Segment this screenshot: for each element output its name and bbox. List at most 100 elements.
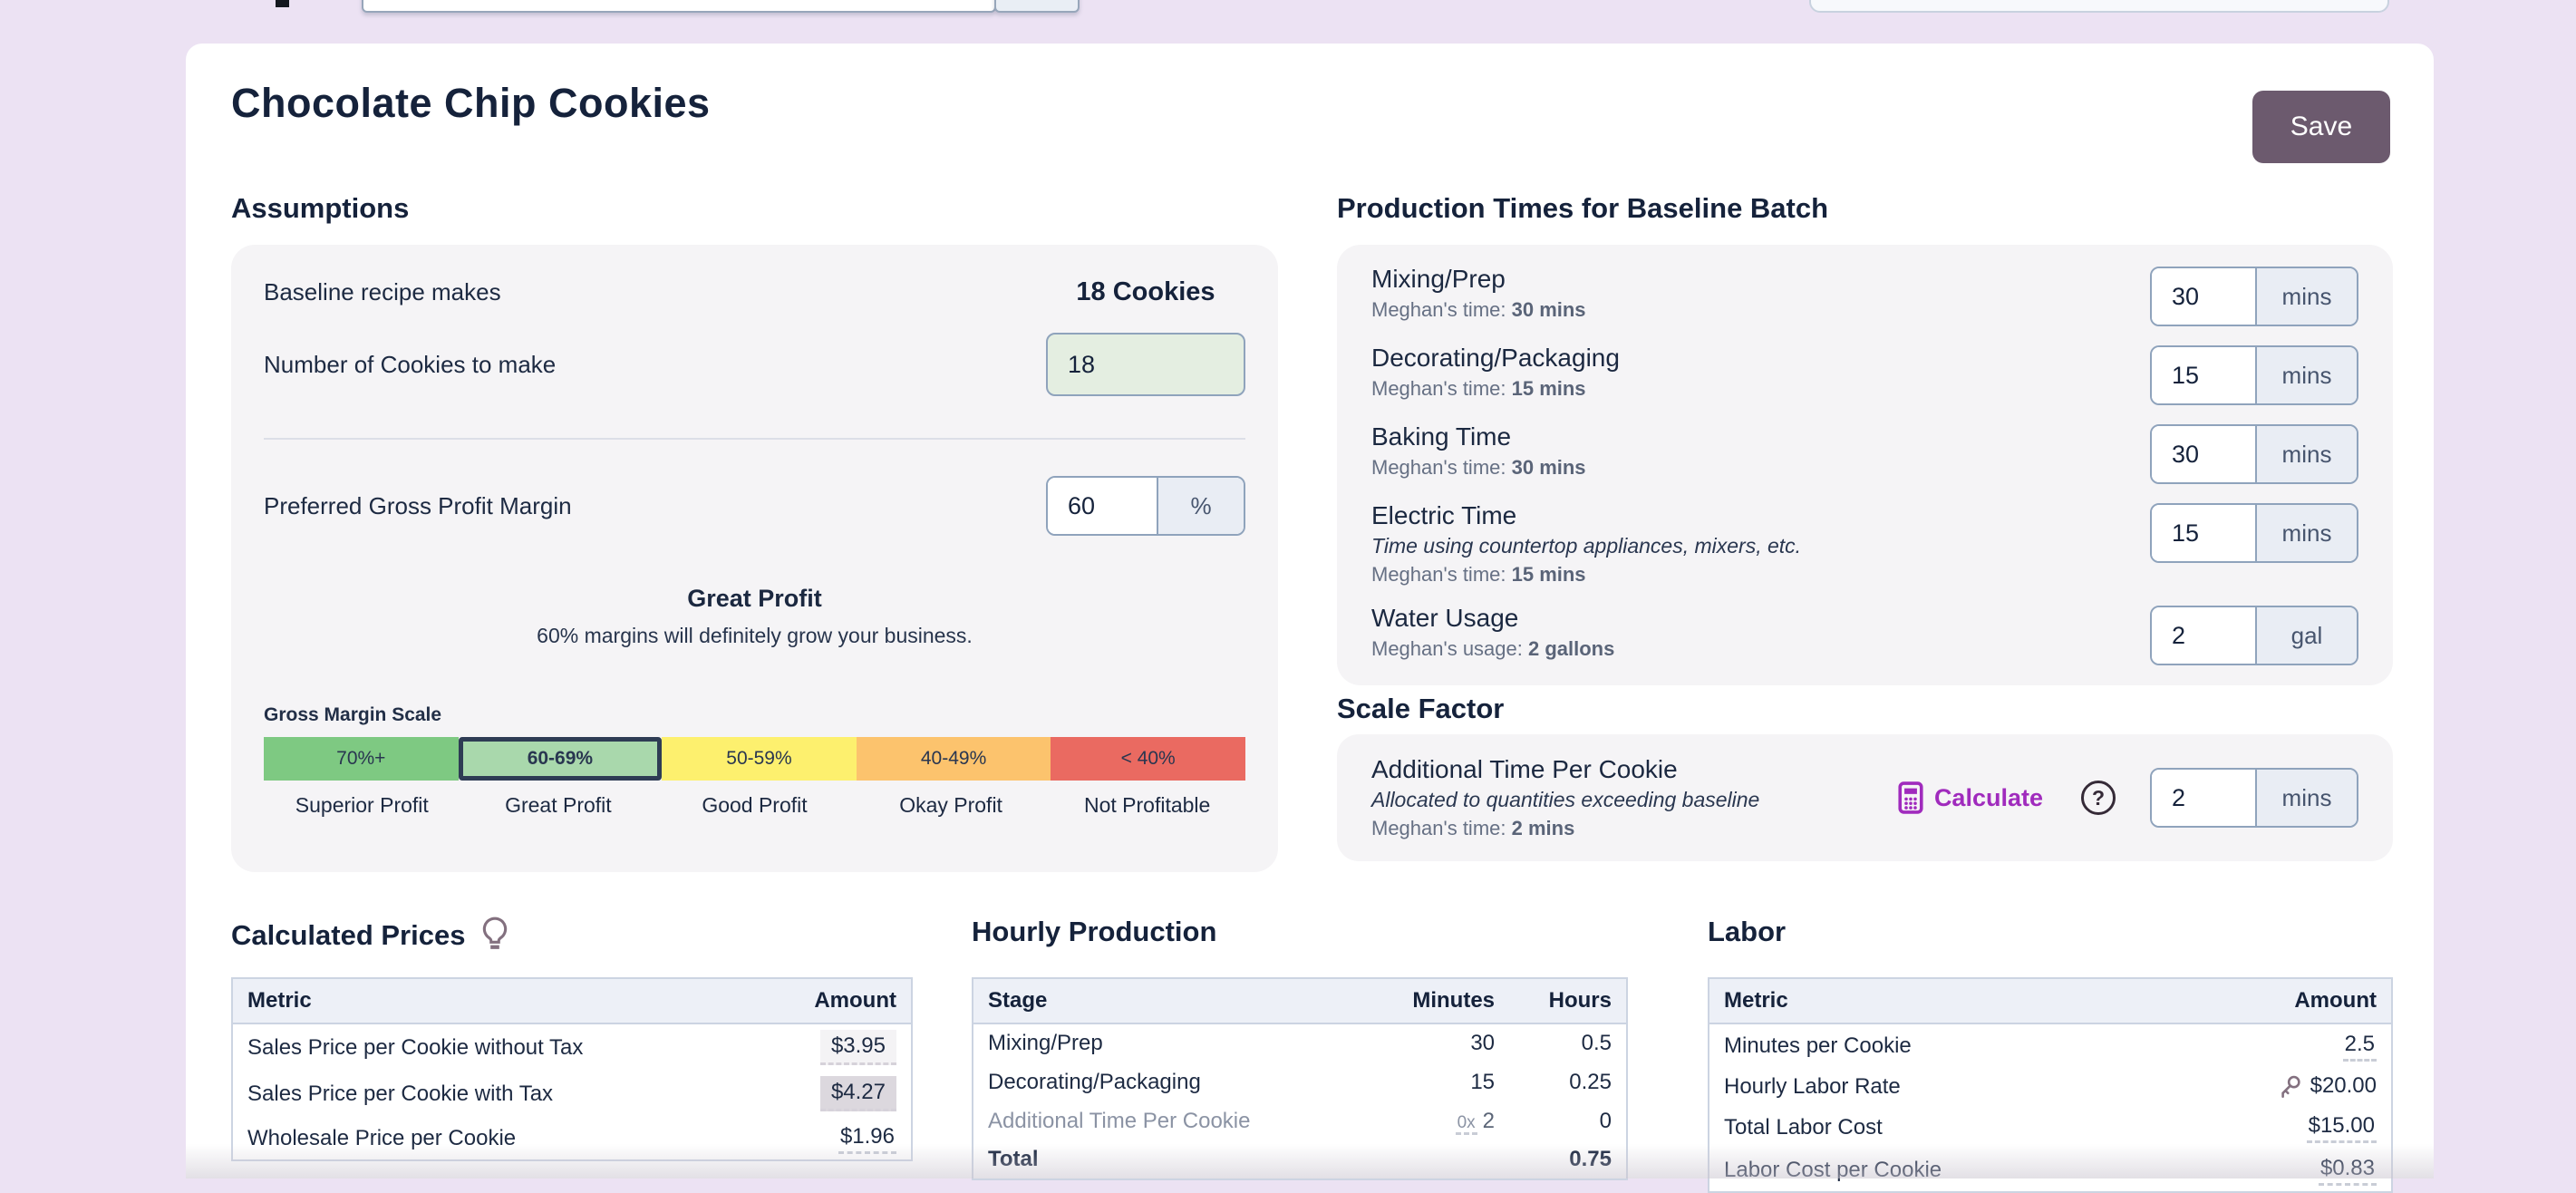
gross-margin-scale-names: Superior Profit Great Profit Good Profit…	[264, 793, 1245, 818]
mixing-input-group: 30 mins	[2150, 267, 2358, 326]
column-header: Metric	[232, 978, 753, 1024]
calculated-prices-heading: Calculated Prices	[231, 919, 466, 951]
cookies-label: Number of Cookies to make	[264, 350, 557, 378]
additional-time-label: Additional Time Per Cookie	[1371, 755, 1678, 783]
gross-margin-scale-bar: 70%+ 60-69% 50-59% 40-49% < 40%	[264, 737, 1245, 781]
top-cutoff-input[interactable]	[362, 0, 996, 13]
cookies-input[interactable]: 18	[1046, 333, 1245, 396]
margin-feedback: Great Profit 60% margins will definitely…	[264, 585, 1245, 648]
lightbulb-icon	[479, 916, 510, 955]
assumptions-heading: Assumptions	[231, 192, 410, 224]
additional-time-unit: mins	[2255, 770, 2357, 826]
scale-name: Not Profitable	[1083, 793, 1211, 817]
column-header: Stage	[973, 978, 1352, 1024]
price-value: $1.96	[838, 1122, 896, 1154]
gross-margin-scale-label: Gross Margin Scale	[264, 704, 442, 725]
baking-time-input[interactable]: 30	[2152, 426, 2255, 482]
water-input-group: 2 gal	[2150, 606, 2358, 665]
table-row: Sales Price per Cookie without Tax $3.95	[232, 1023, 912, 1071]
labor-value: $0.83	[2318, 1154, 2377, 1186]
stage-label: Baking Time	[1371, 422, 1512, 451]
stage-label: Electric Time	[1371, 501, 1517, 529]
scale-segment-notprofitable: < 40%	[1051, 737, 1245, 781]
scale-factor-panel: Additional Time Per Cookie Allocated to …	[1337, 734, 2393, 861]
production-times-heading: Production Times for Baseline Batch	[1337, 192, 1829, 224]
calculated-prices-table: Metric Amount Sales Price per Cookie wit…	[231, 977, 913, 1161]
top-right-cutoff-field[interactable]	[1809, 0, 2389, 13]
table-row: Decorating/Packaging 15 0.25	[988, 1069, 1612, 1094]
mixing-unit: mins	[2255, 268, 2357, 325]
help-icon[interactable]: ?	[2081, 781, 2116, 815]
production-row-decorating: Decorating/Packaging Meghan's time: 15 m…	[1371, 344, 2358, 405]
scale-segment-okay: 40-49%	[856, 737, 1051, 781]
additional-time-input-group: 2 mins	[2150, 768, 2358, 828]
electric-unit: mins	[2255, 505, 2357, 561]
production-row-mixing: Mixing/Prep Meghan's time: 30 mins 30 mi…	[1371, 265, 2358, 326]
column-header: Hours	[1509, 978, 1627, 1024]
electric-input-group: 15 mins	[2150, 503, 2358, 563]
baking-unit: mins	[2255, 426, 2357, 482]
key-icon	[2278, 1074, 2303, 1100]
margin-unit: %	[1157, 478, 1244, 534]
table-row: Wholesale Price per Cookie $1.96	[232, 1117, 912, 1160]
additional-time-input[interactable]: 2	[2152, 770, 2255, 826]
calculate-button[interactable]: Calculate	[1898, 781, 2043, 814]
scale-name: Superior Profit	[295, 793, 429, 817]
scale-factor-heading: Scale Factor	[1337, 693, 1505, 724]
labor-table: Metric Amount Minutes per Cookie 2.5 Hou…	[1708, 977, 2393, 1193]
column-header: Amount	[752, 978, 912, 1024]
water-usage-input[interactable]: 2	[2152, 607, 2255, 664]
labor-heading: Labor	[1708, 916, 1787, 947]
column-header: Minutes	[1351, 978, 1510, 1024]
margin-label: Preferred Gross Profit Margin	[264, 491, 572, 519]
top-cutoff-input-suffix	[994, 0, 1080, 13]
baseline-row: Baseline recipe makes 18 Cookies	[264, 277, 1245, 307]
cutoff-text-fragment	[276, 0, 289, 7]
assumptions-panel: Baseline recipe makes 18 Cookies Number …	[231, 245, 1278, 872]
production-row-baking: Baking Time Meghan's time: 30 mins 30 mi…	[1371, 422, 2358, 484]
production-times-panel: Mixing/Prep Meghan's time: 30 mins 30 mi…	[1337, 245, 2393, 685]
table-row-total: Total 0.75	[988, 1147, 1612, 1171]
multiplier-badge: 0x	[1455, 1112, 1477, 1135]
table-row: Minutes per Cookie 2.5	[1709, 1023, 2392, 1067]
stage-note: Meghan's time: 30 mins	[1371, 456, 1586, 479]
stage-description: Time using countertop appliances, mixers…	[1371, 534, 1802, 558]
stage-note: Meghan's time: 15 mins	[1371, 377, 1586, 400]
margin-row: Preferred Gross Profit Margin 60 %	[264, 476, 1245, 536]
production-row-water: Water Usage Meghan's usage: 2 gallons 2 …	[1371, 604, 2358, 665]
stage-note: Meghan's usage: 2 gallons	[1371, 637, 1615, 660]
price-value: $3.95	[819, 1030, 896, 1065]
table-row: Labor Cost per Cookie $0.83	[1709, 1149, 2392, 1192]
divider	[264, 438, 1245, 440]
stage-label: Water Usage	[1371, 604, 1519, 632]
price-value: $4.27	[819, 1076, 896, 1111]
scale-name: Great Profit	[505, 793, 612, 817]
scale-segment-good: 50-59%	[662, 737, 857, 781]
labor-value: $15.00	[2306, 1111, 2377, 1143]
additional-time-description: Allocated to quantities exceeding baseli…	[1371, 788, 1760, 811]
baking-input-group: 30 mins	[2150, 424, 2358, 484]
additional-time-note: Meghan's time: 2 mins	[1371, 817, 1575, 839]
hourly-production-table: Stage Minutes Hours Mixing/Prep 30 0.5 D…	[972, 977, 1628, 1180]
margin-feedback-title: Great Profit	[687, 585, 822, 612]
electric-time-input[interactable]: 15	[2152, 505, 2255, 561]
labor-value: $20.00	[2310, 1073, 2377, 1099]
margin-input-group: 60 %	[1046, 476, 1245, 536]
calculated-prices-heading-row: Calculated Prices	[231, 916, 510, 955]
table-row: Mixing/Prep 30 0.5	[988, 1031, 1612, 1055]
save-button[interactable]: Save	[2252, 91, 2390, 163]
decorating-unit: mins	[2255, 347, 2357, 403]
scale-name: Okay Profit	[899, 793, 1002, 817]
mixing-time-input[interactable]: 30	[2152, 268, 2255, 325]
labor-value: 2.5	[2342, 1030, 2377, 1062]
baseline-value: 18 Cookies	[1076, 277, 1215, 306]
decorating-input-group: 15 mins	[2150, 345, 2358, 405]
scale-segment-superior: 70%+	[264, 737, 459, 781]
cookies-row: Number of Cookies to make 18	[264, 333, 1245, 396]
hourly-production-heading: Hourly Production	[972, 916, 1217, 947]
decorating-time-input[interactable]: 15	[2152, 347, 2255, 403]
margin-input[interactable]: 60	[1048, 478, 1157, 534]
scale-name: Good Profit	[702, 793, 808, 817]
table-row: Hourly Labor Rate $20.00	[1724, 1073, 2377, 1100]
scale-segment-great-selected: 60-69%	[458, 737, 663, 781]
